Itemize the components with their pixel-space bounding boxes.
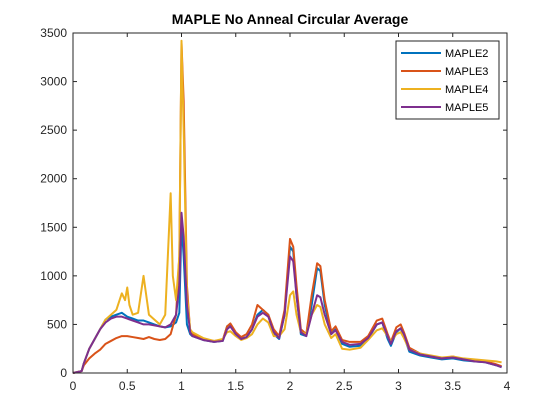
y-tick-label: 0 — [60, 366, 67, 380]
x-tick-label: 3 — [395, 379, 402, 393]
x-tick-label: 1.5 — [227, 379, 244, 393]
legend: MAPLE2 MAPLE3 MAPLE4 MAPLE5 — [396, 41, 499, 119]
y-tick-label: 1500 — [40, 220, 67, 234]
y-tick-label: 2000 — [40, 172, 67, 186]
x-tick-label: 4 — [504, 379, 511, 393]
legend-label-maple3: MAPLE3 — [445, 66, 488, 78]
y-tick-label: 500 — [47, 317, 67, 331]
chart-title: MAPLE No Anneal Circular Average — [172, 11, 409, 27]
legend-label-maple2: MAPLE2 — [445, 48, 488, 60]
y-tick-label: 3500 — [40, 26, 67, 40]
legend-label-maple4: MAPLE4 — [445, 84, 488, 96]
y-tick-label: 2500 — [40, 123, 67, 137]
y-tick-label: 1000 — [40, 269, 67, 283]
legend-label-maple5: MAPLE5 — [445, 102, 488, 114]
x-tick-label: 3.5 — [444, 379, 461, 393]
x-tick-label: 2 — [287, 379, 294, 393]
y-tick-label: 3000 — [40, 75, 67, 89]
x-tick-label: 1 — [178, 379, 185, 393]
x-tick-label: 2.5 — [336, 379, 353, 393]
x-tick-label: 0 — [70, 379, 77, 393]
x-tick-label: 0.5 — [119, 379, 136, 393]
